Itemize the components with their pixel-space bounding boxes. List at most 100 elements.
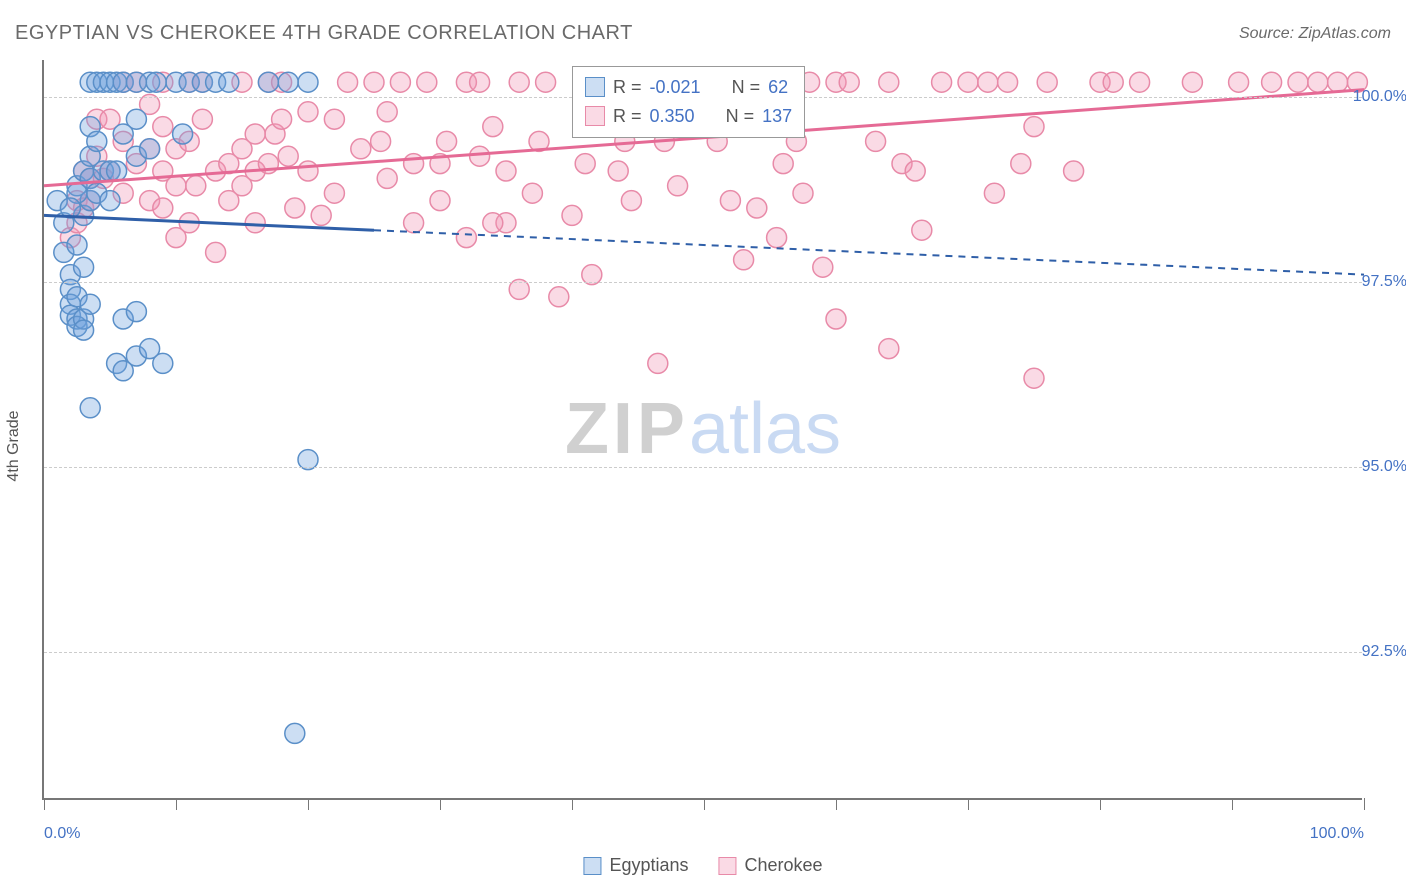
point-egyptians [146,72,166,92]
point-cherokee [839,72,859,92]
gridline [44,652,1362,653]
point-cherokee [773,154,793,174]
point-cherokee [509,72,529,92]
point-cherokee [826,309,846,329]
point-cherokee [404,154,424,174]
point-cherokee [371,131,391,151]
ytick-label: 95.0% [1337,458,1406,476]
point-egyptians [153,353,173,373]
point-cherokee [879,339,899,359]
point-cherokee [621,191,641,211]
gridline [44,467,1362,468]
point-cherokee [166,176,186,196]
xtick [440,798,441,810]
xtick [704,798,705,810]
point-cherokee [1130,72,1150,92]
gridline [44,282,1362,283]
point-cherokee [958,72,978,92]
point-egyptians [67,235,87,255]
point-cherokee [767,228,787,248]
point-cherokee [430,191,450,211]
point-cherokee [1262,72,1282,92]
point-cherokee [1103,72,1123,92]
point-cherokee [153,198,173,218]
xtick-label: 100.0% [1310,825,1364,843]
point-cherokee [278,146,298,166]
point-cherokee [912,220,932,240]
legend-swatch-egyptians [583,857,601,875]
point-cherokee [496,161,516,181]
point-egyptians [80,398,100,418]
point-cherokee [153,117,173,137]
ytick-label: 92.5% [1337,643,1406,661]
point-egyptians [173,124,193,144]
legend-label-egyptians: Egyptians [609,855,688,876]
legend-item-egyptians[interactable]: Egyptians [583,855,688,876]
point-cherokee [338,72,358,92]
point-cherokee [562,205,582,225]
point-cherokee [483,117,503,137]
xtick [836,798,837,810]
legend-label-cherokee: Cherokee [745,855,823,876]
point-cherokee [998,72,1018,92]
point-cherokee [470,146,490,166]
point-cherokee [245,213,265,233]
point-egyptians [285,723,305,743]
legend-item-cherokee[interactable]: Cherokee [719,855,823,876]
xtick [1100,798,1101,810]
point-cherokee [978,72,998,92]
point-cherokee [470,72,490,92]
point-cherokee [1308,72,1328,92]
point-egyptians [100,191,120,211]
xtick-label: 0.0% [44,825,80,843]
point-cherokee [879,72,899,92]
point-cherokee [720,191,740,211]
point-cherokee [608,161,628,181]
point-cherokee [648,353,668,373]
point-egyptians [258,72,278,92]
chart-svg [44,60,1362,798]
point-cherokee [456,228,476,248]
point-cherokee [245,124,265,144]
point-cherokee [793,183,813,203]
point-cherokee [668,176,688,196]
xtick [308,798,309,810]
point-egyptians [80,294,100,314]
point-cherokee [298,102,318,122]
point-cherokee [298,161,318,181]
point-cherokee [549,287,569,307]
point-cherokee [984,183,1004,203]
bottom-legend: Egyptians Cherokee [583,855,822,876]
xtick [572,798,573,810]
stats-row-egyptians: R = -0.021 N = 62 [585,73,792,102]
point-cherokee [1064,161,1084,181]
ytick-label: 100.0% [1337,88,1406,106]
point-cherokee [1024,117,1044,137]
point-cherokee [377,102,397,122]
point-cherokee [1182,72,1202,92]
source-label: Source: ZipAtlas.com [1239,25,1391,43]
point-cherokee [186,176,206,196]
point-cherokee [483,213,503,233]
point-cherokee [206,242,226,262]
point-cherokee [1288,72,1308,92]
point-cherokee [932,72,952,92]
stats-legend: R = -0.021 N = 62R = 0.350 N = 137 [572,66,805,138]
point-cherokee [747,198,767,218]
point-egyptians [107,161,127,181]
point-cherokee [522,183,542,203]
point-cherokee [1011,154,1031,174]
point-cherokee [905,161,925,181]
point-cherokee [324,109,344,129]
point-cherokee [1024,368,1044,388]
point-cherokee [272,109,292,129]
stats-row-cherokee: R = 0.350 N = 137 [585,102,792,131]
y-axis-label: 4th Grade [5,410,23,481]
chart-title: EGYPTIAN VS CHEROKEE 4TH GRADE CORRELATI… [15,22,633,45]
point-cherokee [192,109,212,129]
point-cherokee [285,198,305,218]
point-egyptians [140,139,160,159]
point-egyptians [219,72,239,92]
plot-area: ZIPatlas 92.5%95.0%97.5%100.0%0.0%100.0%… [42,60,1362,800]
xtick [1364,798,1365,810]
